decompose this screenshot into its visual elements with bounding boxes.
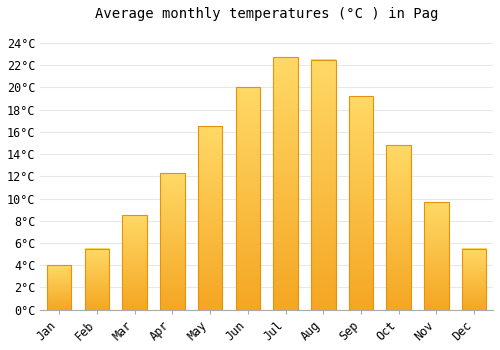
Bar (160, 173, 184, 310)
Bar (348, 96, 374, 310)
Bar (236, 88, 260, 310)
Bar (84, 248, 109, 310)
Bar (311, 60, 336, 310)
Bar (122, 215, 147, 310)
Bar (386, 145, 411, 310)
Bar (47, 265, 72, 310)
Title: Average monthly temperatures (°C ) in Pag: Average monthly temperatures (°C ) in Pa… (95, 7, 438, 21)
Bar (424, 202, 448, 310)
Bar (274, 57, 298, 310)
Bar (462, 248, 486, 310)
Bar (198, 126, 222, 310)
